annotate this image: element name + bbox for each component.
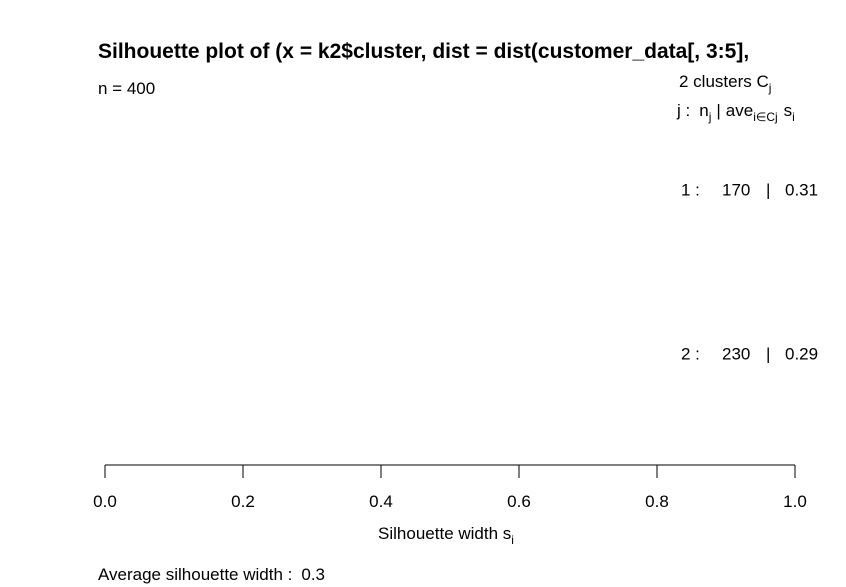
legend-header-n: n bbox=[699, 101, 708, 120]
legend-header-s-sub: i bbox=[792, 110, 795, 124]
x-tick-label: 0.2 bbox=[231, 492, 255, 511]
x-axis-label-sub: i bbox=[511, 533, 514, 547]
x-axis-label-text: Silhouette width s bbox=[378, 524, 511, 543]
cluster-label: 2 : bbox=[681, 345, 700, 364]
n-label: n = 400 bbox=[98, 79, 155, 98]
clusters-header-sub: j bbox=[768, 81, 772, 95]
legend-header-ave-sub: i∈Cj bbox=[753, 110, 777, 124]
x-axis: 0.0 0.2 0.4 0.6 0.8 1.0 bbox=[93, 464, 807, 511]
cluster-separator: | bbox=[766, 345, 770, 364]
cluster-average-width: 0.29 bbox=[785, 345, 818, 364]
average-silhouette-value: 0.3 bbox=[301, 565, 325, 584]
legend-header-sep: | bbox=[716, 101, 720, 120]
clusters-header: 2 clusters Cj bbox=[679, 72, 771, 95]
legend-header-s: s bbox=[784, 101, 793, 120]
cluster-size: 230 bbox=[722, 345, 750, 364]
average-silhouette-width: Average silhouette width : 0.3 bbox=[98, 565, 325, 584]
clusters-header-text: 2 clusters C bbox=[679, 72, 769, 91]
legend-header-n-sub: j bbox=[708, 110, 712, 124]
legend-header: j : nj | avei∈Cj si bbox=[676, 101, 795, 124]
cluster-size: 170 bbox=[722, 181, 750, 200]
cluster-rows: 1 : 170 | 0.31 2 : 230 | 0.29 bbox=[681, 181, 818, 364]
x-tick-label: 0.8 bbox=[645, 492, 669, 511]
cluster-label: 1 : bbox=[681, 181, 700, 200]
cluster-average-width: 0.31 bbox=[785, 181, 818, 200]
x-tick-label: 0.4 bbox=[369, 492, 393, 511]
chart-title: Silhouette plot of (x = k2$cluster, dist… bbox=[98, 40, 749, 63]
x-tick-label: 1.0 bbox=[783, 492, 807, 511]
legend-header-j: j : bbox=[676, 101, 690, 120]
average-silhouette-label: Average silhouette width : bbox=[98, 565, 292, 584]
cluster-separator: | bbox=[766, 181, 770, 200]
x-tick-label: 0.0 bbox=[93, 492, 117, 511]
x-axis-label: Silhouette width si bbox=[378, 524, 514, 547]
legend-header-ave: ave bbox=[726, 101, 753, 120]
x-tick-label: 0.6 bbox=[507, 492, 531, 511]
